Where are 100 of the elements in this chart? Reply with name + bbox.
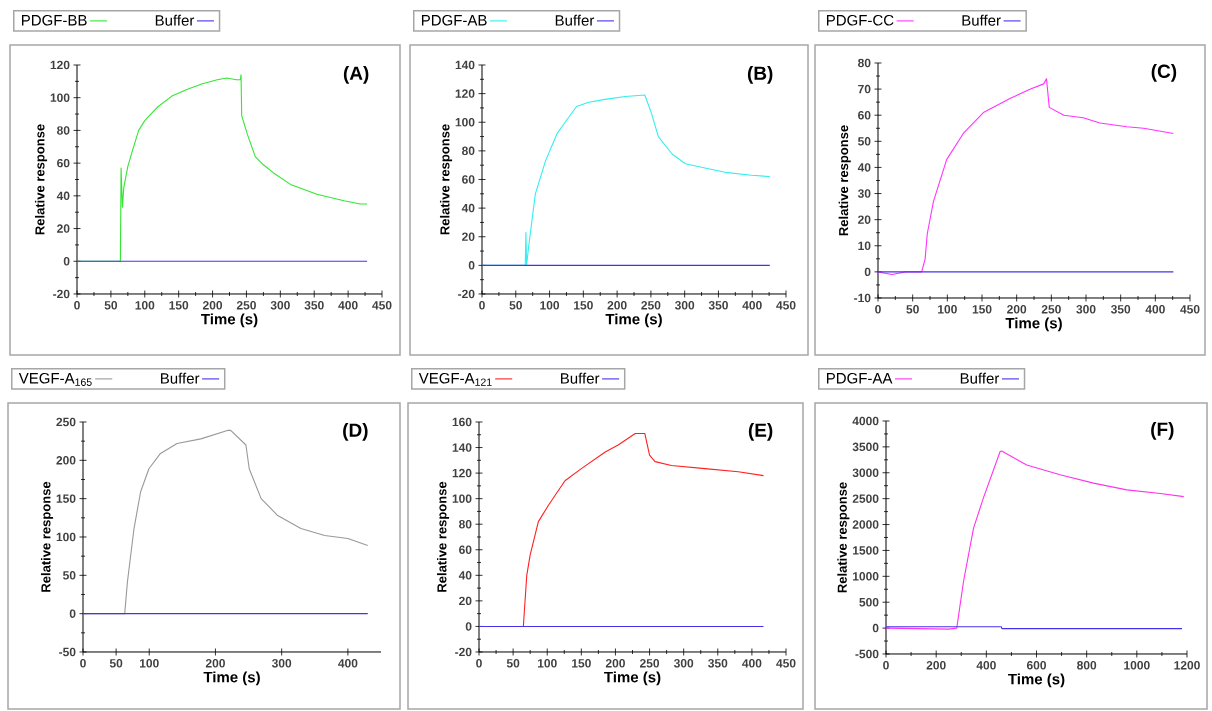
x-tick-label: 450: [372, 301, 392, 310]
x-tick-label: 350: [304, 301, 324, 310]
y-tick-label: 120: [455, 89, 475, 98]
y-axis-title: Relative response: [34, 124, 48, 235]
legend-label: VEGF-A$_{165}$: [18, 372, 92, 386]
y-axis-title: Relative response: [439, 124, 453, 235]
y-tick-label: -20: [53, 289, 70, 299]
y-tick-label: 60: [462, 175, 475, 184]
x-tick-label: 250: [1041, 305, 1061, 314]
x-tick-label: 150: [972, 305, 992, 314]
x-axis-title: Time (s): [605, 313, 662, 328]
x-tick-label: 200: [202, 301, 223, 310]
x-tick-label: 400: [742, 659, 762, 668]
legend-label: Buffer: [555, 14, 595, 26]
x-tick-label: 50: [104, 301, 118, 310]
x-axis-title: Time (s): [1008, 673, 1065, 688]
x-tick-label: 350: [708, 659, 728, 668]
y-tick-label: 80: [858, 58, 871, 68]
x-tick-label: 300: [673, 659, 694, 668]
y-tick-label: 40: [458, 571, 472, 580]
x-axis-title: Time (s): [1005, 317, 1062, 332]
y-tick-label: -50: [59, 647, 76, 657]
x-tick-label: 250: [639, 659, 660, 668]
x-tick-label: 200: [605, 659, 625, 668]
x-axis-title: Time (s): [203, 671, 260, 686]
y-tick-label: 70: [858, 84, 871, 94]
y-axis-title: Relative response: [436, 481, 450, 592]
x-tick-label: 400: [976, 661, 996, 670]
legend-label: Buffer: [960, 372, 1000, 384]
y-tick-label: 120: [50, 60, 70, 70]
x-tick-label: 250: [236, 301, 256, 310]
y-axis-title: Relative response: [838, 125, 851, 236]
y-tick-label: 80: [459, 519, 472, 529]
y-tick-label: 140: [455, 60, 475, 70]
x-tick-label: 400: [742, 301, 762, 310]
x-tick-label: 200: [1007, 305, 1027, 314]
y-tick-label: 20: [57, 224, 70, 233]
y-tick-label: 40: [857, 163, 871, 172]
x-tick-label: 50: [109, 659, 123, 668]
x-axis-title: Time (s): [604, 671, 661, 686]
legend-label: Buffer: [962, 14, 1001, 26]
x-tick-label: 600: [1026, 661, 1047, 670]
y-tick-label: -20: [455, 647, 472, 657]
y-tick-label: 4000: [852, 416, 879, 426]
x-tick-label: 450: [1180, 305, 1200, 314]
y-tick-label: 30: [857, 189, 871, 198]
legend-label: Buffer: [155, 14, 195, 26]
x-tick-label: 400: [1145, 305, 1165, 314]
x-tick-label: 100: [537, 659, 557, 668]
x-tick-label: 1000: [1124, 661, 1150, 670]
x-tick-label: 300: [271, 659, 292, 668]
x-tick-label: 250: [641, 301, 661, 310]
y-axis-title: Relative response: [40, 481, 54, 592]
y-tick-label: 1500: [853, 546, 879, 555]
y-tick-label: 100: [452, 494, 472, 503]
x-tick-label: 800: [1077, 661, 1097, 670]
y-tick-label: 50: [858, 137, 871, 146]
y-tick-label: 1000: [853, 572, 879, 581]
y-tick-label: 500: [859, 597, 879, 607]
y-tick-label: 60: [57, 158, 70, 168]
x-tick-label: 450: [776, 659, 796, 668]
y-tick-label: -20: [458, 289, 475, 299]
x-tick-label: 50: [906, 305, 919, 314]
y-tick-label: 3500: [852, 442, 879, 452]
chart-title: (A): [343, 65, 369, 84]
y-tick-label: 40: [461, 203, 475, 213]
chart-title: (E): [748, 422, 773, 441]
y-tick-label: 200: [56, 456, 76, 465]
y-tick-label: 0: [468, 261, 475, 270]
legend-label: Buffer: [161, 372, 200, 384]
legend-label: Buffer: [561, 372, 600, 384]
legend-label: VEGF-A$_{121}$: [418, 372, 492, 386]
y-tick-label: 0: [872, 623, 879, 633]
x-tick-label: 150: [572, 659, 591, 668]
y-tick-label: 60: [858, 110, 871, 120]
x-tick-label: 0: [80, 659, 86, 668]
y-tick-label: -10: [854, 293, 871, 303]
x-tick-label: 300: [674, 301, 695, 310]
x-tick-label: 200: [926, 661, 946, 670]
y-axis-title: Relative response: [837, 482, 850, 593]
x-tick-label: 100: [938, 305, 957, 314]
x-tick-label: 150: [169, 301, 189, 310]
x-tick-label: 350: [708, 301, 728, 310]
y-tick-label: 20: [462, 232, 475, 241]
y-tick-label: 2500: [852, 494, 879, 503]
y-tick-label: 3000: [852, 468, 879, 478]
legend-label: PDGF-BB: [22, 14, 87, 26]
x-tick-label: 0: [476, 659, 482, 668]
x-tick-label: 450: [776, 301, 796, 310]
x-tick-label: 100: [135, 301, 155, 310]
x-tick-label: 200: [205, 659, 225, 668]
y-tick-label: 0: [69, 609, 76, 618]
y-tick-label: 20: [858, 215, 871, 224]
x-tick-label: 300: [1076, 305, 1096, 314]
x-tick-label: 300: [270, 301, 290, 310]
y-tick-label: 0: [63, 257, 70, 266]
x-tick-label: 400: [338, 301, 358, 310]
x-tick-label: 0: [479, 301, 485, 310]
y-tick-label: 160: [452, 417, 472, 427]
y-tick-label: 0: [864, 267, 871, 277]
